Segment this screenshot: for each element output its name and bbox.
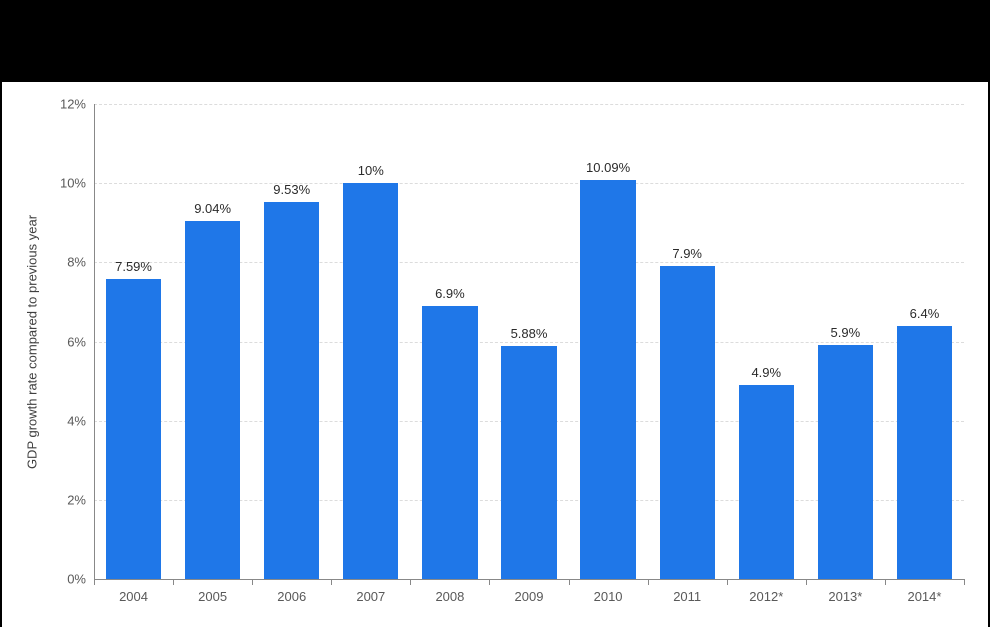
bar-value-label: 5.88%	[474, 326, 585, 341]
gridline	[94, 183, 964, 184]
bar-rect	[580, 180, 635, 579]
y-axis-line	[94, 104, 95, 579]
x-tick-label: 2005	[198, 589, 227, 604]
bar-value-label: 7.59%	[78, 259, 189, 274]
x-tick-mark	[727, 579, 728, 585]
bar-rect	[739, 385, 794, 579]
bar-rect	[422, 306, 477, 579]
gridline	[94, 579, 964, 580]
bar-rect	[185, 221, 240, 579]
bar-value-label: 6.9%	[395, 286, 506, 301]
x-tick-mark	[252, 579, 253, 585]
x-tick-label: 2010	[594, 589, 623, 604]
bar-chart: 0%2%4%6%8%10%12%7.59%20049.04%20059.53%2…	[2, 82, 988, 627]
x-tick-mark	[569, 579, 570, 585]
y-axis-label: GDP growth rate compared to previous yea…	[25, 214, 40, 468]
bar-value-label: 9.53%	[236, 182, 347, 197]
plot-area: 0%2%4%6%8%10%12%7.59%20049.04%20059.53%2…	[94, 104, 964, 579]
x-tick-label: 2004	[119, 589, 148, 604]
x-tick-mark	[885, 579, 886, 585]
x-tick-label: 2009	[515, 589, 544, 604]
bar-value-label: 10.09%	[553, 160, 664, 175]
bar-value-label: 5.9%	[790, 325, 901, 340]
x-tick-label: 2013*	[828, 589, 862, 604]
x-tick-mark	[806, 579, 807, 585]
x-tick-mark	[489, 579, 490, 585]
bar-value-label: 7.9%	[632, 246, 743, 261]
bar-rect	[106, 279, 161, 579]
x-tick-label: 2006	[277, 589, 306, 604]
y-tick-label: 0%	[42, 572, 86, 587]
bar-value-label: 10%	[315, 163, 426, 178]
bar-value-label: 6.4%	[869, 306, 980, 321]
x-tick-label: 2012*	[749, 589, 783, 604]
x-tick-label: 2014*	[907, 589, 941, 604]
bar: 9.04%	[185, 221, 240, 579]
y-tick-label: 12%	[42, 97, 86, 112]
x-tick-mark	[964, 579, 965, 585]
x-tick-label: 2008	[435, 589, 464, 604]
bar: 6.4%	[897, 326, 952, 579]
bar-rect	[818, 345, 873, 579]
y-tick-label: 6%	[42, 334, 86, 349]
bar: 7.59%	[106, 279, 161, 579]
x-tick-label: 2007	[356, 589, 385, 604]
bar-rect	[501, 346, 556, 579]
bar-value-label: 4.9%	[711, 365, 822, 380]
y-tick-label: 10%	[42, 176, 86, 191]
bar-rect	[343, 183, 398, 579]
x-tick-label: 2011	[673, 589, 701, 604]
bar: 9.53%	[264, 202, 319, 579]
x-tick-mark	[648, 579, 649, 585]
chart-frame: 0%2%4%6%8%10%12%7.59%20049.04%20059.53%2…	[0, 80, 990, 627]
bar: 5.9%	[818, 345, 873, 579]
bar: 7.9%	[660, 266, 715, 579]
x-tick-mark	[94, 579, 95, 585]
bar-value-label: 9.04%	[157, 201, 268, 216]
bar: 5.88%	[501, 346, 556, 579]
bar: 10.09%	[580, 180, 635, 579]
y-tick-label: 4%	[42, 413, 86, 428]
bar-rect	[660, 266, 715, 579]
x-tick-mark	[410, 579, 411, 585]
bar-rect	[897, 326, 952, 579]
x-tick-mark	[331, 579, 332, 585]
bar-rect	[264, 202, 319, 579]
x-tick-mark	[173, 579, 174, 585]
bar: 6.9%	[422, 306, 477, 579]
bar: 10%	[343, 183, 398, 579]
gridline	[94, 104, 964, 105]
y-tick-label: 2%	[42, 492, 86, 507]
bar: 4.9%	[739, 385, 794, 579]
